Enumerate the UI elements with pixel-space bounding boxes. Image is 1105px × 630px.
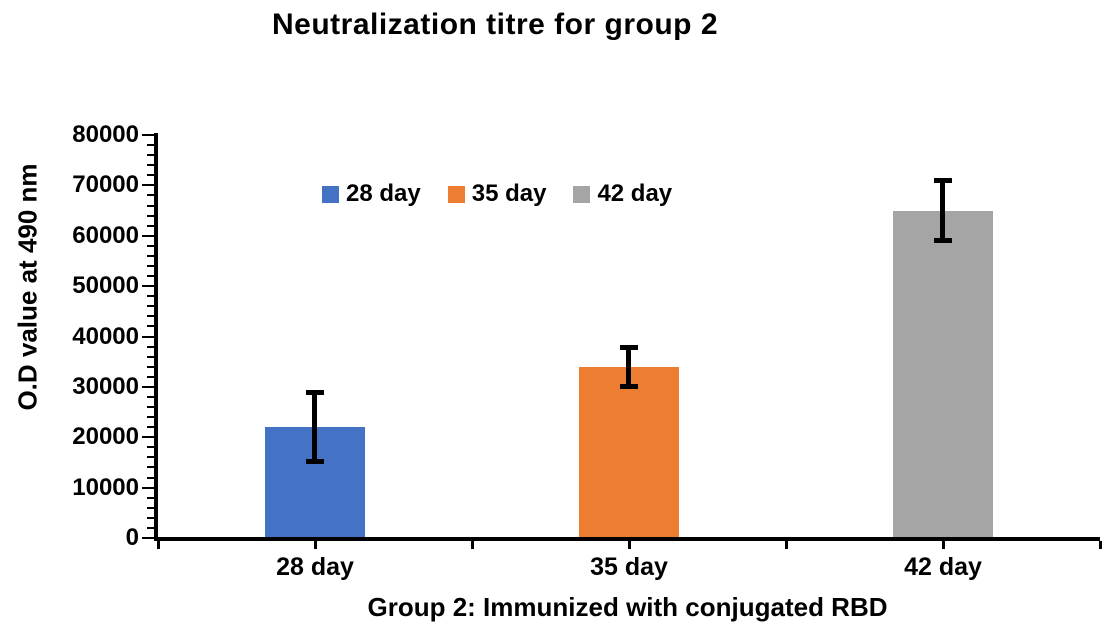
legend-swatch-icon (322, 185, 339, 203)
x-category-label: 28 day (276, 553, 354, 581)
y-major-tick (142, 134, 154, 136)
y-minor-tick (147, 254, 154, 257)
x-axis-line (154, 537, 1100, 541)
y-minor-tick (147, 456, 154, 459)
y-minor-tick (147, 355, 154, 358)
y-tick-label: 50000 (72, 272, 139, 300)
y-major-tick (142, 436, 154, 439)
y-minor-tick (147, 275, 154, 278)
error-bar-cap-top (306, 389, 324, 395)
y-major-tick (142, 385, 154, 388)
legend-label: 28 day (346, 180, 421, 207)
y-minor-tick (147, 365, 154, 368)
y-minor-tick (147, 295, 154, 298)
y-minor-tick (147, 204, 154, 207)
y-major-tick (142, 285, 154, 288)
y-tick-label: 40000 (72, 322, 139, 350)
y-minor-tick (147, 526, 154, 529)
y-axis-line (154, 133, 158, 541)
y-minor-tick (147, 406, 154, 409)
y-minor-tick (147, 345, 154, 348)
legend-item: 42 day (573, 180, 672, 208)
y-minor-tick (147, 416, 154, 419)
y-major-tick (142, 184, 154, 187)
error-bar-28-day (312, 391, 317, 463)
y-minor-tick (147, 446, 154, 449)
x-tick (471, 541, 474, 549)
y-tick-label: 10000 (72, 473, 139, 501)
y-minor-tick (147, 305, 154, 308)
bar-35-day (579, 366, 679, 537)
x-tick (942, 541, 945, 549)
y-minor-tick (147, 325, 154, 328)
y-minor-tick (147, 164, 154, 167)
y-minor-tick (147, 315, 154, 318)
legend-swatch-icon (447, 185, 465, 203)
legend-item: 28 day (322, 180, 421, 208)
error-bar-cap-top (934, 178, 952, 184)
y-minor-tick (147, 466, 154, 469)
x-axis-title: Group 2: Immunized with conjugated RBD (367, 592, 888, 622)
y-minor-tick (147, 144, 154, 147)
x-tick (314, 541, 317, 549)
y-tick-label: 80000 (72, 121, 139, 148)
y-tick-label: 60000 (72, 221, 139, 249)
x-tick (157, 541, 160, 549)
y-minor-tick (147, 224, 154, 227)
y-minor-tick (147, 375, 154, 378)
y-minor-tick (147, 395, 154, 398)
legend-label: 35 day (471, 180, 547, 207)
y-major-tick (142, 335, 154, 338)
y-tick-label: 30000 (72, 372, 139, 400)
y-minor-tick (147, 264, 154, 267)
y-minor-tick (147, 154, 154, 157)
y-major-tick (142, 537, 154, 539)
x-tick (1099, 541, 1102, 549)
error-bar-42-day (940, 180, 945, 241)
error-bar-35-day (626, 346, 631, 387)
y-minor-tick (147, 426, 154, 429)
x-tick (785, 541, 788, 549)
y-major-tick (142, 234, 154, 237)
legend-label: 42 day (597, 180, 673, 207)
legend-item: 35 day (447, 180, 547, 208)
y-minor-tick (147, 194, 154, 197)
bar-42-day (893, 210, 993, 537)
error-bar-cap-bottom (934, 237, 952, 243)
x-tick (628, 541, 631, 549)
error-bar-cap-bottom (306, 459, 324, 465)
y-minor-tick (147, 476, 154, 479)
y-tick-label: 0 (125, 524, 139, 551)
error-bar-cap-top (620, 344, 638, 350)
y-tick-label: 70000 (72, 171, 139, 199)
chart-title: Neutralization titre for group 2 (271, 8, 719, 41)
error-bar-cap-bottom (620, 383, 638, 389)
y-minor-tick (147, 516, 154, 519)
x-category-label: 35 day (590, 553, 668, 581)
legend-swatch-icon (573, 185, 591, 203)
y-minor-tick (147, 174, 154, 177)
y-minor-tick (147, 506, 154, 509)
y-major-tick (142, 486, 154, 489)
y-minor-tick (147, 244, 154, 247)
y-minor-tick (147, 496, 154, 499)
y-tick-label: 20000 (72, 423, 139, 451)
y-minor-tick (147, 214, 154, 217)
x-category-label: 42 day (904, 553, 982, 581)
legend: 28 day 35 day 42 day (322, 180, 672, 208)
